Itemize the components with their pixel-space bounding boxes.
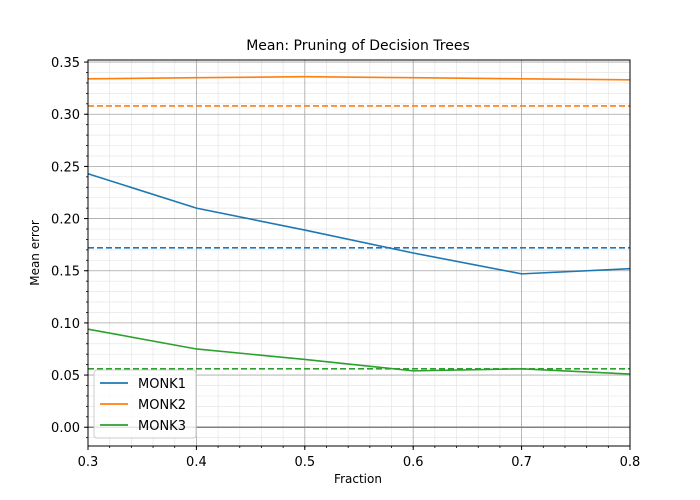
x-tick-label: 0.7 <box>511 455 532 470</box>
y-tick-label: 0.25 <box>51 160 80 175</box>
y-tick-label: 0.05 <box>51 369 80 384</box>
x-axis-label: Fraction <box>334 472 382 486</box>
x-tick-label: 0.8 <box>620 455 641 470</box>
monk2-line <box>87 75 631 81</box>
chart-title: Mean: Pruning of Decision Trees <box>246 38 470 54</box>
y-tick-label: 0.00 <box>51 421 80 436</box>
x-tick-label: 0.5 <box>294 455 315 470</box>
legend-label-monk2: MONK2 <box>138 398 186 413</box>
grid <box>87 60 631 446</box>
y-tick-label: 0.30 <box>51 108 80 123</box>
x-tick-label: 0.3 <box>78 455 99 470</box>
legend-label-monk1: MONK1 <box>138 377 186 392</box>
x-tick-label: 0.6 <box>403 455 424 470</box>
y-tick-label: 0.15 <box>51 265 80 280</box>
y-tick-label: 0.20 <box>51 213 80 228</box>
y-tick-label: 0.35 <box>51 56 80 71</box>
y-tick-label: 0.10 <box>51 317 80 332</box>
y-axis-label: Mean error <box>28 220 42 286</box>
monk1-line <box>87 172 631 275</box>
legend: MONK1 MONK2 MONK3 <box>93 369 197 439</box>
series-lines <box>87 75 631 428</box>
ticks: 0.3 0.4 0.5 0.6 0.7 0.8 0.00 0.05 0.10 0.15 0.20 0.… <box>51 56 640 470</box>
legend-label-monk3: MONK3 <box>138 419 186 434</box>
plot-frame <box>87 59 631 447</box>
legend-box <box>93 369 197 439</box>
x-tick-label: 0.4 <box>186 455 207 470</box>
monk3-line <box>87 328 631 375</box>
